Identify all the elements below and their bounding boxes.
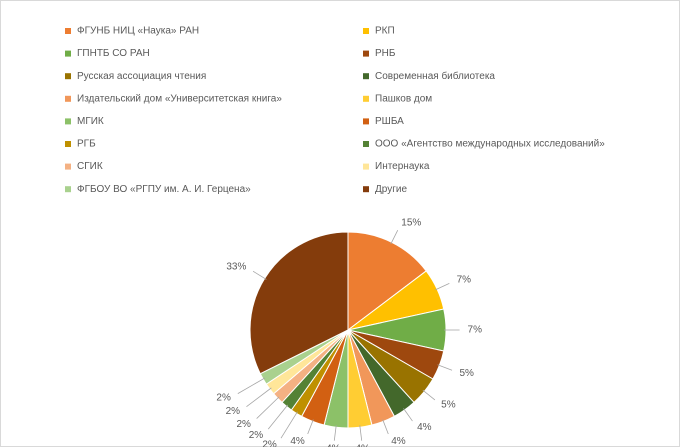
data-label: 4% (417, 422, 432, 433)
data-label: 33% (226, 262, 246, 273)
legend-label: МГИК (77, 116, 104, 127)
leader-line (359, 425, 363, 441)
leader-line (437, 364, 453, 371)
legend-label: Пашков дом (375, 93, 432, 104)
leader-line (382, 419, 389, 435)
data-label: 7% (468, 325, 483, 336)
data-label: 2% (262, 440, 277, 447)
legend-label: СГИК (77, 161, 103, 172)
legend-label: Современная библиотека (375, 70, 495, 82)
leader-line (256, 396, 280, 419)
leader-line (307, 419, 314, 435)
data-label: 2% (236, 419, 251, 430)
data-label: 5% (459, 368, 474, 379)
legend-label: ФГУНБ НИЦ «Наука» РАН (77, 26, 199, 37)
data-label: 15% (401, 218, 421, 229)
legend-label: Русская ассоциация чтения (77, 71, 206, 82)
legend-label: ФГБОУ ВО «РГПУ им. А. И. Герцена» (77, 184, 251, 195)
legend-swatch (65, 186, 71, 193)
leader-line (280, 411, 298, 439)
legend-label: РШБА (375, 116, 404, 127)
data-label: 2% (249, 430, 264, 441)
legend-label: РКП (375, 26, 395, 37)
data-label: 2% (216, 392, 231, 403)
legend-label: РНБ (375, 48, 396, 59)
legend-swatch (363, 118, 369, 125)
legend-swatch (65, 163, 71, 170)
legend-swatch (363, 95, 369, 102)
data-label: 2% (226, 406, 241, 417)
leader-line (333, 425, 337, 441)
legend-swatch (65, 95, 71, 102)
leader-line (246, 387, 272, 407)
data-label: 4% (326, 443, 341, 447)
legend-label: Издательский дом «Университетская книга» (77, 93, 282, 104)
legend-label: ООО «Агентство международных исследовани… (375, 139, 605, 150)
data-label: 5% (441, 400, 456, 411)
legend-label: Интернаука (375, 161, 430, 172)
legend-swatch (65, 118, 71, 125)
data-label: 4% (391, 436, 406, 447)
data-label: 4% (355, 443, 370, 447)
leader-line (403, 408, 413, 422)
data-label: 4% (290, 436, 305, 447)
legend-label: ГПНТБ СО РАН (77, 48, 150, 59)
leader-line (390, 229, 399, 245)
leader-line (237, 377, 266, 394)
legend-swatch (65, 141, 71, 147)
legend-swatch (65, 50, 71, 57)
leader-line (422, 389, 436, 401)
legend-label: РГБ (77, 139, 96, 150)
legend-swatch (65, 73, 71, 80)
data-label: 7% (457, 275, 472, 286)
legend-swatch (363, 163, 369, 170)
legend-swatch (363, 50, 369, 57)
legend-swatch (363, 28, 369, 34)
leader-line (267, 404, 289, 430)
legend-swatch (363, 186, 369, 193)
legend-swatch (363, 73, 369, 80)
legend-label: Другие (375, 184, 407, 195)
legend-swatch (363, 141, 369, 147)
legend-swatch (65, 28, 71, 34)
leader-line (252, 270, 267, 280)
leader-line (435, 283, 450, 291)
